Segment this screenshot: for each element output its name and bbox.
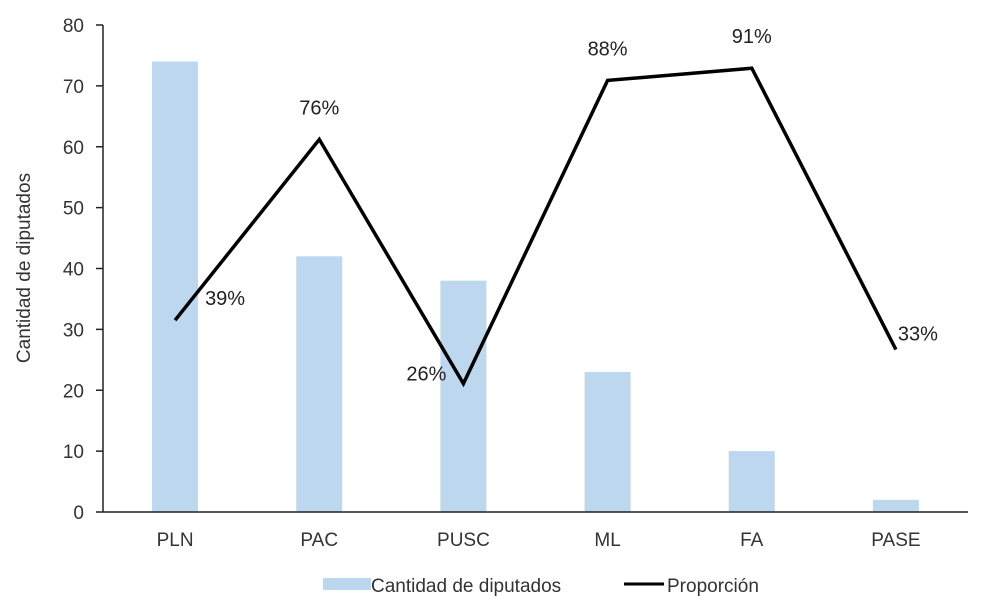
y-tick-label: 50 bbox=[63, 199, 84, 220]
x-tick-label: ML bbox=[594, 530, 620, 551]
y-tick-label: 80 bbox=[63, 16, 84, 37]
x-tick-label: PLN bbox=[157, 530, 194, 551]
y-tick-label: 10 bbox=[63, 442, 84, 463]
bar-pln bbox=[152, 61, 199, 513]
y-tick-label: 20 bbox=[63, 381, 84, 402]
bar-series bbox=[152, 61, 919, 513]
proporcion-line bbox=[173, 66, 898, 388]
percent-label: 91% bbox=[732, 26, 772, 48]
legend-label-line: Proporción bbox=[667, 576, 759, 597]
bar-pase bbox=[872, 499, 919, 512]
bar-pac bbox=[296, 256, 343, 512]
x-tick-label: FA bbox=[740, 530, 764, 551]
y-tick-label: 30 bbox=[63, 320, 84, 341]
percent-label: 33% bbox=[898, 323, 938, 345]
x-tick-label: PAC bbox=[300, 530, 338, 551]
line-series bbox=[173, 66, 898, 388]
legend-label-bar: Cantidad de diputados bbox=[371, 576, 561, 597]
axes bbox=[102, 25, 968, 513]
y-tick-label: 0 bbox=[73, 503, 84, 524]
y-tick-label: 40 bbox=[63, 260, 84, 281]
legend: Cantidad de diputados Proporción bbox=[323, 576, 759, 597]
x-tick-label: PUSC bbox=[437, 530, 490, 551]
percent-label: 88% bbox=[588, 38, 628, 60]
data-labels: 39% 76% 26% 88% 91% 33% bbox=[205, 26, 938, 385]
bar-pusc bbox=[440, 280, 487, 512]
percent-label: 76% bbox=[299, 97, 339, 119]
x-axis-ticks: PLN PAC PUSC ML FA PASE bbox=[157, 530, 921, 551]
percent-label: 26% bbox=[406, 364, 446, 386]
x-tick-label: PASE bbox=[871, 530, 920, 551]
y-tick-label: 70 bbox=[63, 77, 84, 98]
bar-ml bbox=[584, 371, 631, 512]
bar-fa bbox=[728, 451, 775, 512]
y-tick-label: 60 bbox=[63, 138, 84, 159]
y-axis-ticks: 0 10 20 30 40 50 60 70 80 bbox=[63, 16, 103, 524]
percent-label: 39% bbox=[205, 288, 245, 310]
legend-swatch-bar bbox=[323, 578, 371, 590]
y-axis-label: Cantidad de diputados bbox=[14, 173, 35, 363]
